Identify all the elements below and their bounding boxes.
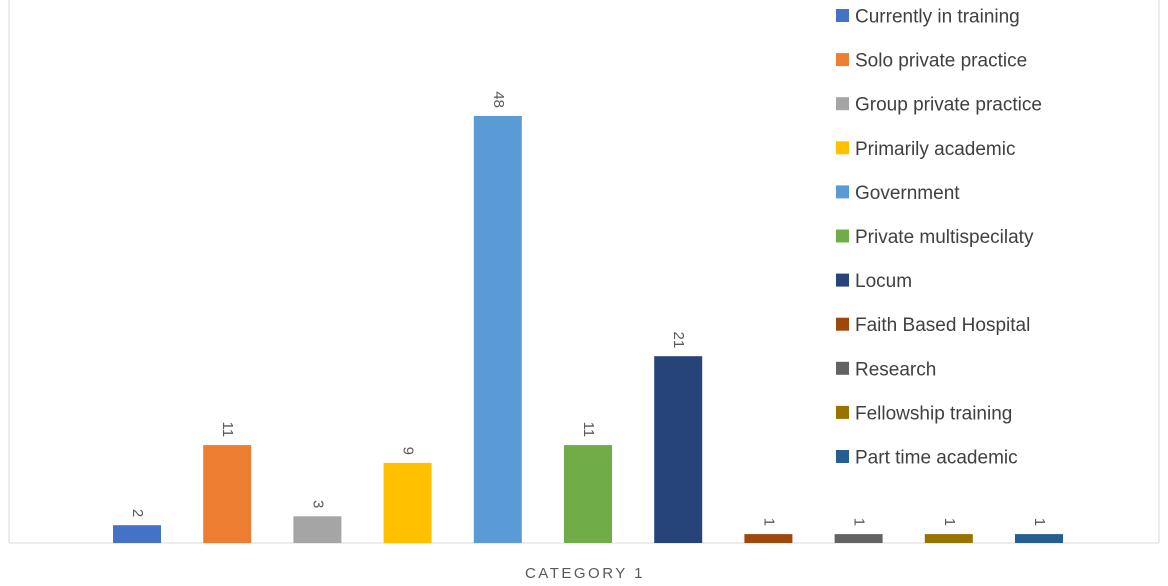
- legend-label-3: Group private practice: [855, 95, 1042, 116]
- value-label-3: 3: [309, 500, 326, 508]
- legend-swatch-5: [836, 185, 849, 199]
- legend-label-2: Solo private practice: [855, 51, 1027, 72]
- legend-label-11: Part time academic: [855, 448, 1018, 469]
- legend-swatch-8: [836, 317, 849, 331]
- bar-11: [1015, 534, 1063, 543]
- value-label-9: 1: [851, 518, 868, 526]
- legend-swatch-3: [836, 97, 849, 111]
- bar-6: [564, 445, 612, 543]
- bar-1: [113, 525, 161, 543]
- legend-swatch-1: [836, 9, 849, 22]
- legend-label-10: Fellowship training: [855, 403, 1012, 424]
- bar-4: [383, 462, 432, 543]
- value-label-8: 1: [760, 518, 777, 526]
- legend-label-4: Primarily academic: [855, 139, 1015, 160]
- bars-group: [113, 116, 1063, 543]
- value-label-2: 11: [219, 422, 236, 438]
- bar-2: [203, 445, 252, 543]
- legend-swatch-2: [836, 53, 849, 67]
- legend: Currently in training Solo private practi…: [836, 7, 1042, 469]
- bar-9: [834, 534, 883, 543]
- bar-5: [473, 116, 522, 543]
- legend-swatch-9: [836, 361, 849, 375]
- legend-label-5: Government: [855, 183, 960, 204]
- legend-swatch-10: [836, 405, 849, 419]
- bar-8: [744, 534, 793, 543]
- value-label-4: 9: [400, 447, 417, 455]
- legend-label-9: Research: [855, 359, 936, 380]
- legend-swatch-6: [836, 229, 849, 243]
- legend-label-1: Currently in training: [855, 7, 1020, 28]
- bar-7: [654, 356, 703, 543]
- category-label: CATEGORY 1: [525, 565, 645, 582]
- value-label-1: 2: [129, 509, 146, 517]
- legend-label-7: Locum: [855, 271, 912, 292]
- value-label-7: 21: [670, 332, 687, 349]
- bar-10: [924, 534, 973, 543]
- legend-swatch-11: [836, 450, 849, 463]
- legend-label-8: Faith Based Hospital: [855, 315, 1030, 336]
- legend-label-6: Private multispecilaty: [855, 227, 1034, 248]
- value-label-10: 1: [941, 518, 958, 526]
- value-label-11: 1: [1031, 518, 1048, 526]
- value-label-6: 11: [580, 422, 597, 438]
- legend-swatch-4: [836, 141, 849, 155]
- legend-swatch-7: [836, 273, 849, 287]
- value-label-5: 48: [490, 91, 507, 108]
- bar-3: [293, 516, 342, 543]
